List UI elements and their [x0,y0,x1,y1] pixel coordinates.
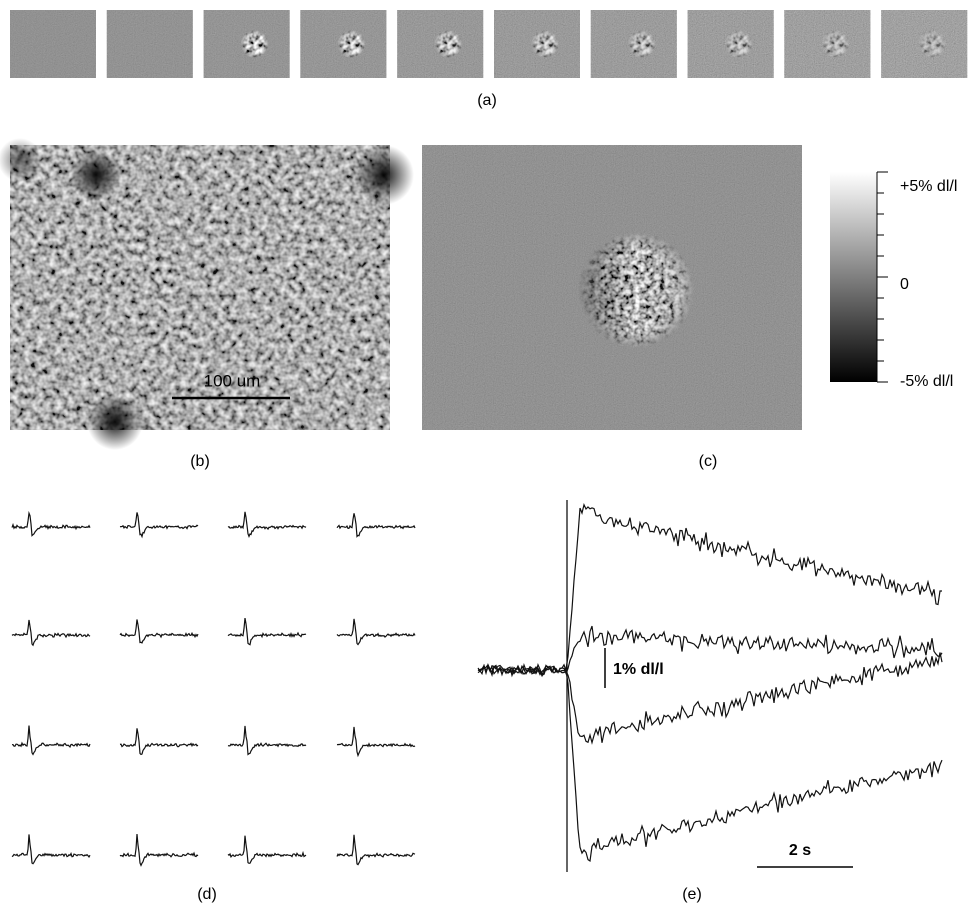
blob [433,29,463,59]
response-image [422,145,802,430]
spike-trace [12,726,90,755]
spike-trace [120,620,198,643]
panel-label: (e) [682,886,702,903]
amplitude-scale-label: 1% dl/l [613,661,664,678]
spike-trace [337,835,415,865]
spike-trace [228,726,306,755]
panel-label: (c) [699,453,718,470]
panel-label: (d) [197,886,217,903]
frame-blob [336,29,366,59]
blob-texture [917,29,947,59]
spike-trace [12,513,90,535]
frame-blob [530,29,560,59]
frame-noise [10,10,96,78]
response-trace [478,505,942,676]
blob [917,29,947,59]
blob [336,29,366,59]
figure: (a) 100 um (b) (c) +5% dl/l 0 -5% dl/l (… [0,0,975,908]
spike-trace [228,618,306,645]
spike-trace [337,727,415,756]
frame-blob [724,29,754,59]
frame-blob [433,29,463,59]
spike-trace [12,620,90,645]
colorbar: +5% dl/l 0 -5% dl/l [830,172,957,390]
fluorescence-image: 100 um [0,138,414,450]
spike-trace [228,836,306,864]
spike-trace [337,619,415,645]
blob-texture [724,29,754,59]
frame-blob [627,29,657,59]
trace-panel: 1% dl/l 2 s [478,500,942,872]
blob [530,29,560,59]
blob [724,29,754,59]
spike-trace [120,728,198,754]
blob-texture [336,29,366,59]
spike-trace [120,834,198,865]
blob-texture [820,29,850,59]
blob [820,29,850,59]
spike-trace [228,512,306,537]
blob-texture [433,29,463,59]
blob [627,29,657,59]
frame-blob [917,29,947,59]
blob-texture [627,29,657,59]
frame-noise [107,10,193,78]
time-scale-label: 2 s [789,842,811,859]
spike-trace [337,513,415,536]
panel-label: (b) [190,453,210,470]
frame-strip [10,10,967,78]
colorbar-label: +5% dl/l [900,178,957,195]
trace-grid [12,512,415,866]
panel-label: (a) [477,92,497,109]
spike-trace [120,512,198,536]
frame-blob [240,29,270,59]
frame-blob [820,29,850,59]
colorbar-label: -5% dl/l [900,373,953,390]
blob-texture [240,29,270,59]
scale-bar-label: 100 um [204,371,261,390]
spike-trace [12,834,90,863]
response-trace [478,665,942,861]
colorbar-label: 0 [900,276,909,293]
blob-texture [530,29,560,59]
blob [240,29,270,59]
